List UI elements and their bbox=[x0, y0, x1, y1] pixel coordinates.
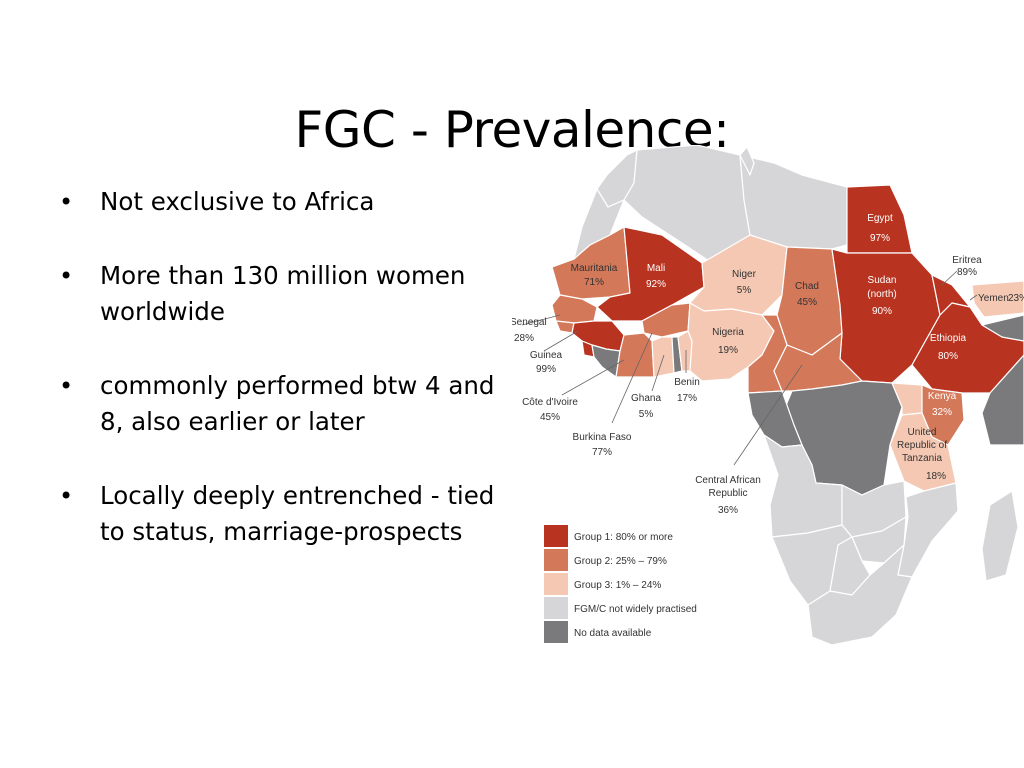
bullet-item: • More than 130 million women worldwide bbox=[57, 258, 507, 330]
region-madagascar bbox=[981, 490, 1019, 582]
legend-swatch-group3 bbox=[544, 573, 568, 595]
label-nigeria-name: Nigeria bbox=[712, 327, 744, 338]
map-svg: Egypt 97% Eritrea 89% Yemen 23% Mauritan… bbox=[512, 145, 1024, 646]
label-yemen-name: Yemen bbox=[978, 293, 1009, 304]
label-ghana-name: Ghana bbox=[631, 393, 661, 404]
label-mauritania-value: 71% bbox=[584, 277, 604, 288]
label-ghana-value: 5% bbox=[639, 409, 654, 420]
legend-label-group3: Group 3: 1% – 24% bbox=[574, 580, 661, 591]
label-ethiopia-name: Ethiopia bbox=[930, 333, 967, 344]
bullet-item: • Locally deeply entrenched - tied to st… bbox=[57, 478, 507, 550]
label-sudan-name: Sudan bbox=[868, 275, 897, 286]
label-mauritania-name: Mauritania bbox=[571, 263, 618, 274]
label-burkina-faso-value: 77% bbox=[592, 447, 612, 458]
bullet-text: More than 130 million women worldwide bbox=[100, 261, 466, 326]
label-car-name: Central African bbox=[695, 475, 761, 486]
legend-label-group1: Group 1: 80% or more bbox=[574, 532, 673, 543]
region-south-africa bbox=[807, 544, 913, 646]
label-tanzania-name: United bbox=[908, 427, 937, 438]
map-legend: Group 1: 80% or more Group 2: 25% – 79% … bbox=[544, 525, 697, 643]
label-benin-name: Benin bbox=[674, 377, 700, 388]
label-eritrea-name: Eritrea bbox=[952, 255, 982, 266]
label-sudan-name2: (north) bbox=[867, 289, 896, 300]
label-benin-value: 17% bbox=[677, 393, 697, 404]
region-liberia bbox=[591, 344, 621, 378]
legend-swatch-group2 bbox=[544, 549, 568, 571]
region-tunisia bbox=[739, 146, 755, 176]
legend-label-no-data: No data available bbox=[574, 628, 652, 639]
label-nigeria-value: 19% bbox=[718, 345, 738, 356]
label-tanzania-name2: Republic of bbox=[897, 440, 947, 451]
bullet-item: • commonly performed btw 4 and 8, also e… bbox=[57, 368, 507, 440]
label-tanzania-name3: Tanzania bbox=[902, 453, 942, 464]
label-cote-divoire-value: 45% bbox=[540, 412, 560, 423]
label-guinea-name: Guinea bbox=[530, 350, 563, 361]
label-niger-value: 5% bbox=[737, 285, 752, 296]
bullet-item: • Not exclusive to Africa bbox=[57, 184, 507, 220]
label-ethiopia-value: 80% bbox=[938, 351, 958, 362]
legend-swatch-no-data bbox=[544, 621, 568, 643]
bullet-dot-icon: • bbox=[59, 482, 74, 510]
label-egypt-value: 97% bbox=[870, 233, 890, 244]
region-yemen bbox=[971, 280, 1024, 318]
region-libya bbox=[739, 154, 848, 250]
label-guinea-value: 99% bbox=[536, 364, 556, 375]
bullet-list: • Not exclusive to Africa • More than 13… bbox=[57, 184, 507, 588]
label-senegal-value: 28% bbox=[514, 333, 534, 344]
label-chad-value: 45% bbox=[797, 297, 817, 308]
label-cote-divoire-name: Côte d'Ivoire bbox=[522, 397, 578, 408]
legend-swatch-not-practised bbox=[544, 597, 568, 619]
region-guinea-bissau bbox=[555, 320, 575, 334]
label-mali-name: Mali bbox=[647, 263, 665, 274]
legend-label-not-practised: FGM/C not widely practised bbox=[574, 604, 697, 615]
label-car-name2: Republic bbox=[709, 488, 748, 499]
label-tanzania-value: 18% bbox=[926, 471, 946, 482]
legend-swatch-group1 bbox=[544, 525, 568, 547]
label-senegal-name: Senegal bbox=[512, 317, 547, 328]
bullet-dot-icon: • bbox=[59, 262, 74, 290]
label-chad-name: Chad bbox=[795, 281, 819, 292]
label-mali-value: 92% bbox=[646, 279, 666, 290]
label-kenya-name: Kenya bbox=[928, 391, 957, 402]
region-somalia bbox=[981, 314, 1024, 446]
region-senegal bbox=[551, 294, 598, 324]
bullet-text: Not exclusive to Africa bbox=[100, 187, 375, 216]
bullet-dot-icon: • bbox=[59, 188, 74, 216]
legend-label-group2: Group 2: 25% – 79% bbox=[574, 556, 667, 567]
label-eritrea-value: 89% bbox=[957, 267, 977, 278]
region-ethiopia bbox=[911, 302, 1024, 394]
label-egypt-name: Egypt bbox=[867, 213, 893, 224]
bullet-text: commonly performed btw 4 and 8, also ear… bbox=[100, 371, 495, 436]
label-sudan-value: 90% bbox=[872, 306, 892, 317]
region-mozambique bbox=[897, 482, 959, 578]
bullet-text: Locally deeply entrenched - tied to stat… bbox=[100, 481, 495, 546]
africa-prevalence-map: Egypt 97% Eritrea 89% Yemen 23% Mauritan… bbox=[512, 145, 1024, 657]
label-niger-name: Niger bbox=[732, 269, 757, 280]
label-car-value: 36% bbox=[718, 505, 738, 516]
label-kenya-value: 32% bbox=[932, 407, 952, 418]
label-burkina-faso-name: Burkina Faso bbox=[573, 432, 632, 443]
bullet-dot-icon: • bbox=[59, 372, 74, 400]
label-yemen-value: 23% bbox=[1008, 293, 1024, 304]
